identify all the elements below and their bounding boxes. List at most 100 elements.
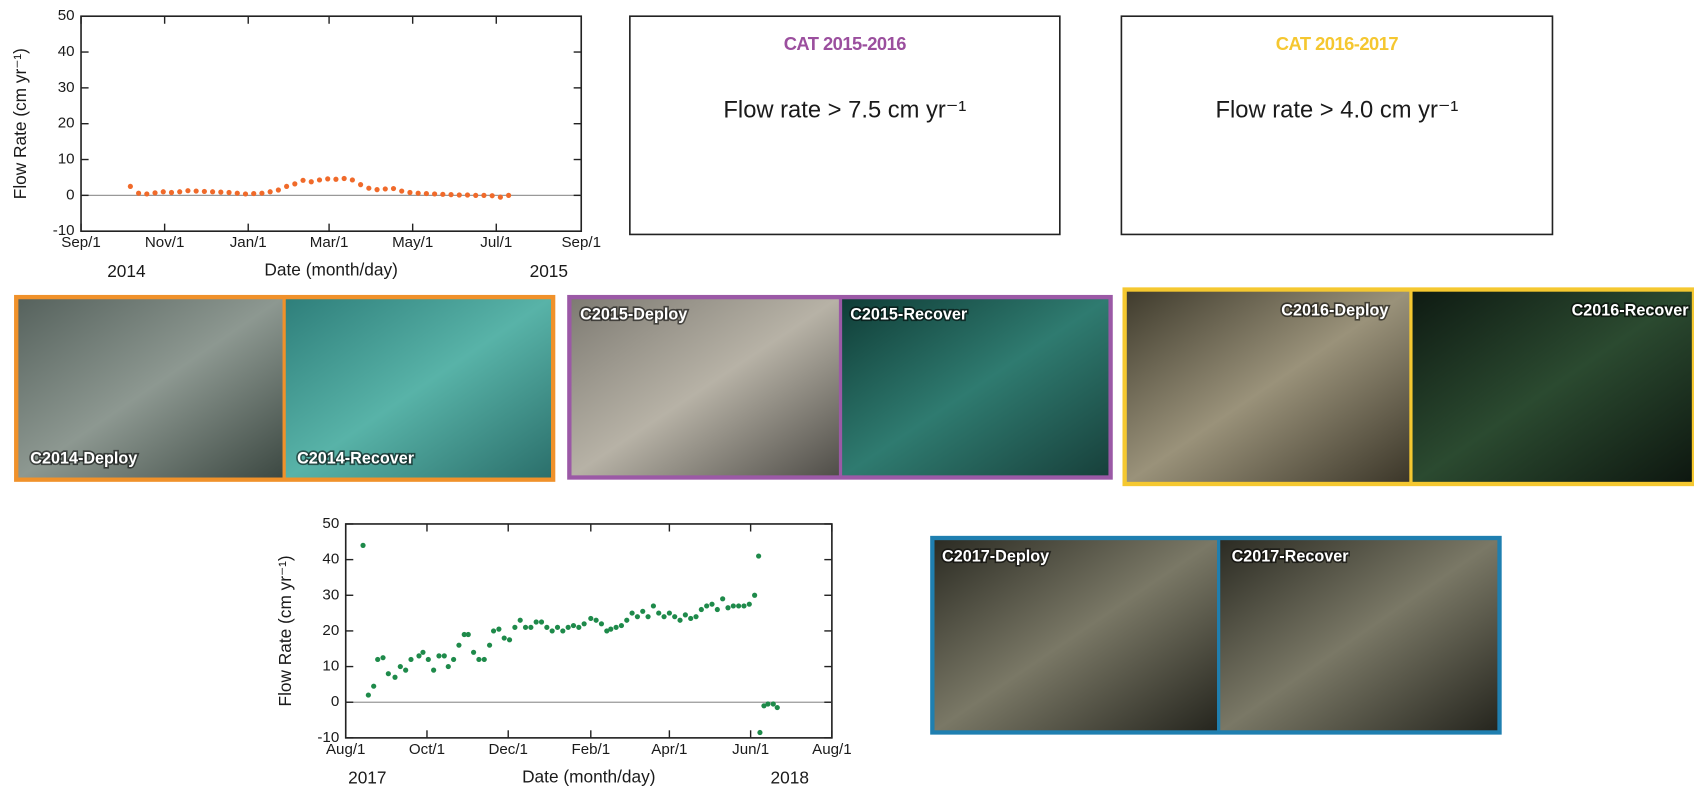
data-point bbox=[699, 607, 704, 612]
data-point bbox=[448, 192, 453, 197]
data-point bbox=[210, 189, 215, 194]
data-point bbox=[442, 653, 447, 658]
data-point bbox=[741, 603, 746, 608]
data-point bbox=[342, 176, 347, 181]
data-point bbox=[451, 657, 456, 662]
data-point bbox=[292, 181, 297, 186]
x-tick-label: Jun/1 bbox=[732, 741, 769, 758]
year-label: 2015 bbox=[530, 261, 568, 281]
data-point bbox=[399, 188, 404, 193]
data-point bbox=[317, 177, 322, 182]
photo-label: C2015-Recover bbox=[850, 306, 968, 324]
data-point bbox=[226, 190, 231, 195]
data-point bbox=[366, 186, 371, 191]
data-point bbox=[594, 618, 599, 623]
y-tick-label: 10 bbox=[322, 658, 339, 675]
data-point bbox=[465, 192, 470, 197]
data-point bbox=[502, 635, 507, 640]
data-point bbox=[752, 593, 757, 598]
photo-label: C2017-Recover bbox=[1232, 548, 1350, 566]
data-point bbox=[651, 603, 656, 608]
data-point bbox=[284, 184, 289, 189]
data-point bbox=[667, 611, 672, 616]
data-point bbox=[624, 618, 629, 623]
data-point bbox=[555, 625, 560, 630]
data-point bbox=[152, 190, 157, 195]
y-axis-label: Flow Rate (cm yr⁻¹) bbox=[10, 48, 30, 199]
data-point bbox=[161, 189, 166, 194]
data-point bbox=[512, 625, 517, 630]
photo bbox=[841, 297, 1111, 477]
data-point bbox=[371, 684, 376, 689]
data-point bbox=[645, 614, 650, 619]
photo-label: C2015-Deploy bbox=[580, 306, 687, 324]
data-point bbox=[350, 177, 355, 182]
data-point bbox=[518, 618, 523, 623]
data-point bbox=[571, 623, 576, 628]
y-tick-label: 30 bbox=[322, 586, 339, 603]
x-tick-label: Feb/1 bbox=[571, 741, 610, 758]
data-point bbox=[498, 195, 503, 200]
y-tick-label: 0 bbox=[66, 186, 74, 203]
data-point bbox=[446, 664, 451, 669]
data-point bbox=[471, 650, 476, 655]
data-point bbox=[523, 625, 528, 630]
data-point bbox=[747, 602, 752, 607]
data-point bbox=[185, 188, 190, 193]
photo bbox=[932, 538, 1218, 732]
data-point bbox=[398, 664, 403, 669]
data-point bbox=[276, 187, 281, 192]
y-tick-label: 30 bbox=[58, 79, 75, 96]
data-point bbox=[380, 655, 385, 660]
data-point bbox=[408, 657, 413, 662]
data-point bbox=[490, 193, 495, 198]
data-point bbox=[599, 621, 604, 626]
data-point bbox=[375, 657, 380, 662]
x-tick-label: Nov/1 bbox=[145, 234, 184, 251]
data-point bbox=[672, 614, 677, 619]
data-point bbox=[333, 177, 338, 182]
y-tick-label: 0 bbox=[331, 693, 339, 710]
y-tick-label: 10 bbox=[58, 151, 75, 168]
figure: -1001020304050Sep/1Nov/1Jan/1Mar/1May/1J… bbox=[0, 0, 1694, 788]
data-point bbox=[640, 609, 645, 614]
data-point bbox=[251, 191, 256, 196]
data-point bbox=[491, 628, 496, 633]
data-point bbox=[177, 189, 182, 194]
data-point bbox=[534, 619, 539, 624]
data-point bbox=[539, 619, 544, 624]
data-point bbox=[202, 189, 207, 194]
photo-label: C2014-Deploy bbox=[30, 449, 137, 467]
page: {"chart_data": [ {"type": "scatter", "xl… bbox=[0, 0, 1694, 788]
data-point bbox=[259, 191, 264, 196]
data-point bbox=[619, 623, 624, 628]
x-tick-label: Aug/1 bbox=[812, 741, 852, 758]
data-point bbox=[507, 637, 512, 642]
data-point bbox=[560, 628, 565, 633]
data-point bbox=[440, 192, 445, 197]
data-point bbox=[677, 618, 682, 623]
data-point bbox=[506, 193, 511, 198]
data-point bbox=[416, 653, 421, 658]
data-point bbox=[487, 643, 492, 648]
data-point bbox=[436, 653, 441, 658]
data-point bbox=[407, 190, 412, 195]
data-point bbox=[775, 705, 780, 710]
x-tick-label: Mar/1 bbox=[310, 234, 349, 251]
cat-text: Flow rate > 4.0 cm yr⁻¹ bbox=[1216, 97, 1459, 124]
data-point bbox=[386, 671, 391, 676]
data-point bbox=[424, 191, 429, 196]
data-point bbox=[725, 605, 730, 610]
data-point bbox=[715, 607, 720, 612]
data-point bbox=[374, 187, 379, 192]
y-axis-label: Flow Rate (cm yr⁻¹) bbox=[275, 555, 295, 706]
x-tick-label: Oct/1 bbox=[409, 741, 445, 758]
data-point bbox=[392, 675, 397, 680]
photo-label: C2014-Recover bbox=[297, 449, 415, 467]
plot-frame bbox=[81, 16, 581, 231]
data-point bbox=[366, 692, 371, 697]
data-point bbox=[325, 176, 330, 181]
data-point bbox=[456, 643, 461, 648]
data-point bbox=[360, 543, 365, 548]
data-point bbox=[420, 650, 425, 655]
